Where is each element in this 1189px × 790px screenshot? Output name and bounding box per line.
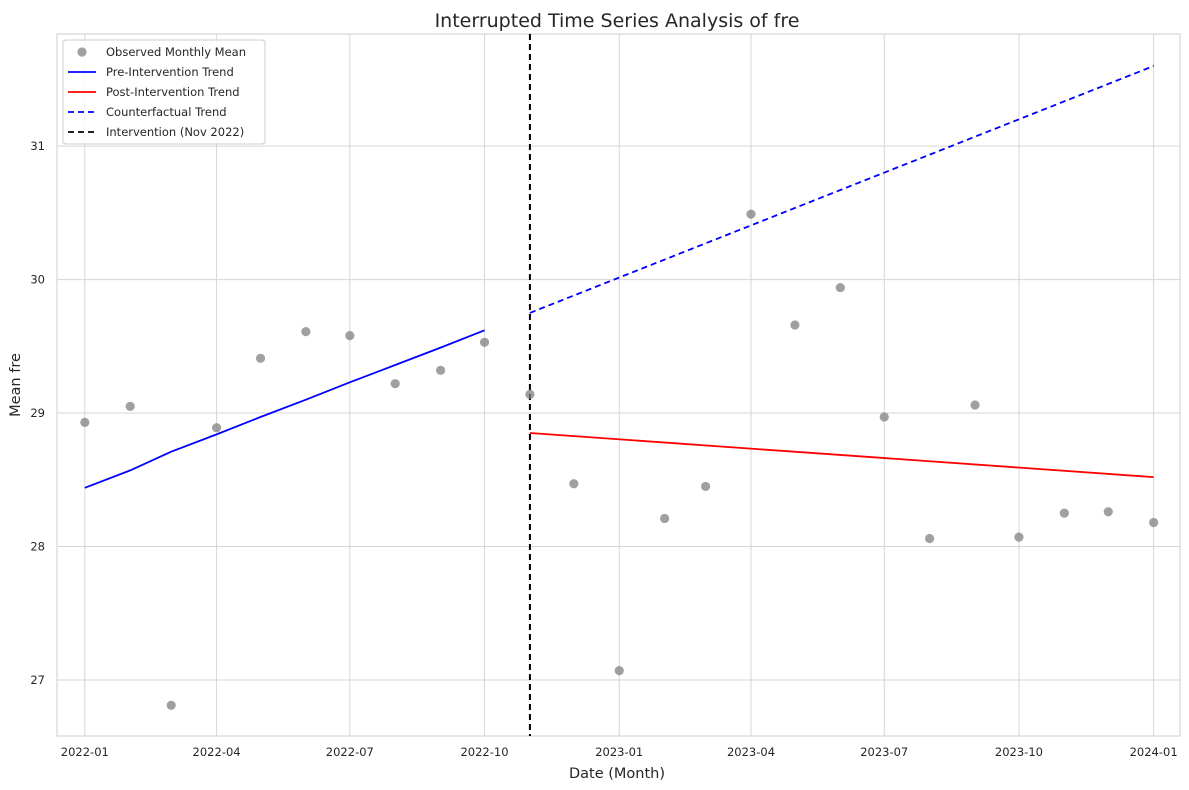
- x-tick-label: 2022-01: [61, 745, 109, 759]
- legend-item-post-intervention: Post-Intervention Trend: [68, 85, 240, 99]
- x-tick-labels: 2022-01 2022-04 2022-07 2022-10 2023-01 2023-…: [61, 745, 1178, 759]
- observed-point: [1149, 517, 1159, 528]
- x-tick-label: 2024-01: [1130, 745, 1178, 759]
- y-tick-label: 29: [30, 406, 45, 420]
- plot-area: 2022-01 2022-04 2022-07 2022-10 2023-01 2023-…: [30, 33, 1181, 759]
- observed-point: [525, 389, 535, 399]
- y-tick-label: 27: [30, 673, 45, 687]
- y-tick-labels: 27 28 29 30 31: [30, 139, 45, 687]
- observed-point: [1059, 508, 1069, 518]
- legend-label: Post-Intervention Trend: [106, 85, 240, 99]
- chart-title: Interrupted Time Series Analysis of fre: [435, 10, 800, 32]
- observed-point: [746, 209, 756, 219]
- observed-point: [614, 666, 624, 676]
- x-tick-label: 2022-07: [326, 745, 374, 759]
- pre-intervention-trend-line: [84, 329, 485, 489]
- x-tick-label: 2023-01: [595, 745, 643, 759]
- observed-point: [80, 417, 90, 427]
- legend-item-counterfactual: Counterfactual Trend: [68, 105, 227, 119]
- observed-point: [390, 379, 400, 389]
- x-tick-label: 2023-07: [860, 745, 908, 759]
- post-intervention-trend-line: [529, 432, 1154, 478]
- legend-label: Pre-Intervention Trend: [106, 65, 234, 79]
- x-tick-label: 2022-04: [193, 745, 241, 759]
- observed-point: [125, 401, 135, 411]
- observed-point: [1014, 532, 1024, 542]
- grid: [57, 34, 1180, 736]
- chart-marks: [80, 34, 1159, 736]
- y-axis-label: Mean fre: [8, 353, 24, 417]
- plot-frame: [56, 33, 1181, 737]
- observed-point: [301, 327, 311, 337]
- counterfactual-trend-line: [529, 65, 1154, 314]
- legend-item-pre-intervention: Pre-Intervention Trend: [68, 65, 234, 79]
- observed-point: [211, 423, 222, 433]
- legend: Observed Monthly Mean Pre-Intervention Tr…: [62, 39, 266, 145]
- y-tick-label: 28: [30, 539, 45, 553]
- legend-item-intervention: Intervention (Nov 2022): [68, 125, 244, 139]
- observed-point: [569, 479, 579, 489]
- observed-point: [166, 700, 176, 710]
- legend-box: [62, 39, 266, 145]
- legend-label: Intervention (Nov 2022): [106, 125, 244, 139]
- legend-item-observed: Observed Monthly Mean: [77, 45, 246, 59]
- x-tick-label: 2023-04: [727, 745, 775, 759]
- observed-point: [925, 533, 935, 544]
- legend-label: Observed Monthly Mean: [106, 45, 246, 59]
- x-tick-label: 2023-10: [995, 745, 1043, 759]
- observed-point: [345, 331, 355, 341]
- observed-point: [790, 320, 800, 330]
- observed-point: [479, 337, 490, 347]
- legend-label: Counterfactual Trend: [106, 105, 227, 119]
- observed-point: [1103, 507, 1113, 517]
- y-tick-label: 31: [30, 139, 45, 153]
- observed-point: [436, 365, 446, 375]
- y-tick-label: 30: [30, 273, 45, 287]
- x-axis-label: Date (Month): [569, 766, 665, 782]
- observed-point: [970, 400, 980, 410]
- observed-point: [879, 412, 889, 422]
- x-tick-label: 2022-10: [460, 745, 508, 759]
- observed-point: [255, 353, 266, 363]
- legend-marker: [77, 47, 87, 57]
- observed-point: [701, 481, 711, 492]
- observed-point: [835, 282, 845, 293]
- observed-point: [660, 513, 670, 524]
